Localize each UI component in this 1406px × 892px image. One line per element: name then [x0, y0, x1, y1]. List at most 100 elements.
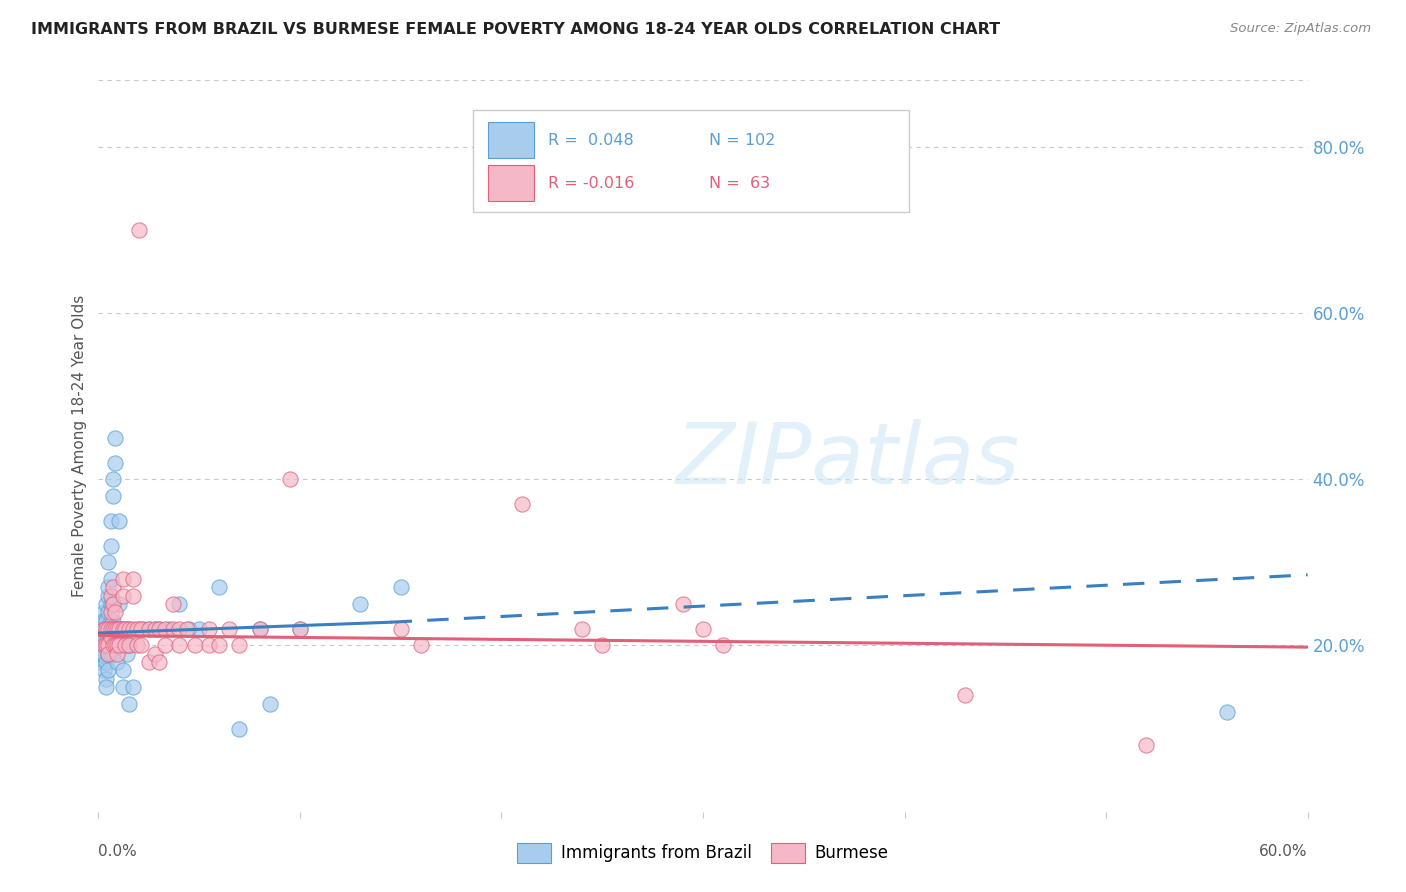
- Point: [128, 223, 150, 237]
- Y-axis label: Female Poverty Among 18-24 Year Olds: Female Poverty Among 18-24 Year Olds: [72, 295, 87, 597]
- Point: [143, 622, 166, 636]
- Point: [96, 614, 118, 628]
- Text: IMMIGRANTS FROM BRAZIL VS BURMESE FEMALE POVERTY AMONG 18-24 YEAR OLDS CORRELATI: IMMIGRANTS FROM BRAZIL VS BURMESE FEMALE…: [31, 22, 1000, 37]
- Point: [208, 639, 231, 653]
- Point: [129, 639, 152, 653]
- Point: [107, 639, 129, 653]
- Point: [167, 597, 190, 611]
- Point: [138, 655, 160, 669]
- Point: [138, 622, 160, 636]
- Point: [97, 630, 120, 644]
- Point: [105, 639, 128, 653]
- Point: [107, 514, 129, 528]
- Point: [101, 597, 124, 611]
- Point: [96, 597, 118, 611]
- Point: [115, 622, 138, 636]
- Point: [111, 589, 134, 603]
- Point: [711, 639, 734, 653]
- Point: [100, 622, 122, 636]
- Point: [128, 622, 150, 636]
- Point: [93, 639, 115, 653]
- Point: [93, 647, 115, 661]
- Point: [96, 639, 118, 653]
- Point: [93, 639, 115, 653]
- Point: [93, 605, 115, 619]
- Point: [103, 639, 125, 653]
- Point: [91, 622, 114, 636]
- Point: [105, 647, 128, 661]
- Point: [103, 431, 125, 445]
- Point: [97, 639, 120, 653]
- Text: 60.0%: 60.0%: [1260, 844, 1308, 859]
- Point: [672, 597, 695, 611]
- Point: [97, 589, 120, 603]
- Point: [389, 580, 412, 594]
- Point: [389, 622, 412, 636]
- Point: [100, 539, 122, 553]
- Point: [121, 572, 143, 586]
- Text: 0.0%: 0.0%: [98, 844, 138, 859]
- Point: [103, 605, 125, 619]
- Point: [114, 639, 136, 653]
- Point: [259, 697, 281, 711]
- Legend: Immigrants from Brazil, Burmese: Immigrants from Brazil, Burmese: [510, 837, 896, 869]
- Point: [132, 622, 155, 636]
- Point: [148, 622, 170, 636]
- Point: [176, 622, 198, 636]
- Point: [100, 614, 122, 628]
- Point: [1216, 705, 1239, 719]
- Point: [198, 622, 221, 636]
- Point: [100, 589, 122, 603]
- Point: [118, 622, 141, 636]
- Point: [288, 622, 311, 636]
- Point: [103, 622, 125, 636]
- Point: [89, 647, 111, 661]
- Point: [184, 639, 207, 653]
- Point: [249, 622, 271, 636]
- Point: [138, 622, 160, 636]
- Point: [97, 647, 120, 661]
- Point: [91, 630, 114, 644]
- Point: [105, 622, 128, 636]
- Point: [100, 647, 122, 661]
- Point: [93, 622, 115, 636]
- Point: [101, 647, 124, 661]
- Point: [101, 622, 124, 636]
- Point: [1135, 738, 1157, 752]
- Point: [110, 622, 132, 636]
- Point: [97, 647, 120, 661]
- Point: [167, 639, 190, 653]
- Point: [114, 639, 136, 653]
- Point: [101, 472, 124, 486]
- Point: [111, 572, 134, 586]
- Point: [100, 597, 122, 611]
- Point: [198, 639, 221, 653]
- Point: [228, 639, 250, 653]
- Point: [121, 680, 143, 694]
- Point: [93, 622, 115, 636]
- Point: [179, 622, 201, 636]
- Point: [591, 639, 613, 653]
- Point: [101, 597, 124, 611]
- Point: [349, 597, 371, 611]
- Point: [103, 622, 125, 636]
- Point: [288, 622, 311, 636]
- Point: [100, 630, 122, 644]
- Point: [107, 622, 129, 636]
- Point: [96, 655, 118, 669]
- Point: [100, 605, 122, 619]
- Point: [97, 622, 120, 636]
- Point: [101, 639, 124, 653]
- Text: ZIPatlas: ZIPatlas: [676, 419, 1021, 502]
- Point: [162, 597, 184, 611]
- Point: [91, 647, 114, 661]
- Text: R =  0.048: R = 0.048: [548, 133, 634, 148]
- Point: [148, 622, 170, 636]
- Point: [125, 622, 148, 636]
- Point: [208, 580, 231, 594]
- Point: [953, 689, 976, 703]
- Point: [89, 639, 111, 653]
- Point: [167, 622, 190, 636]
- Point: [96, 672, 118, 686]
- Point: [188, 622, 211, 636]
